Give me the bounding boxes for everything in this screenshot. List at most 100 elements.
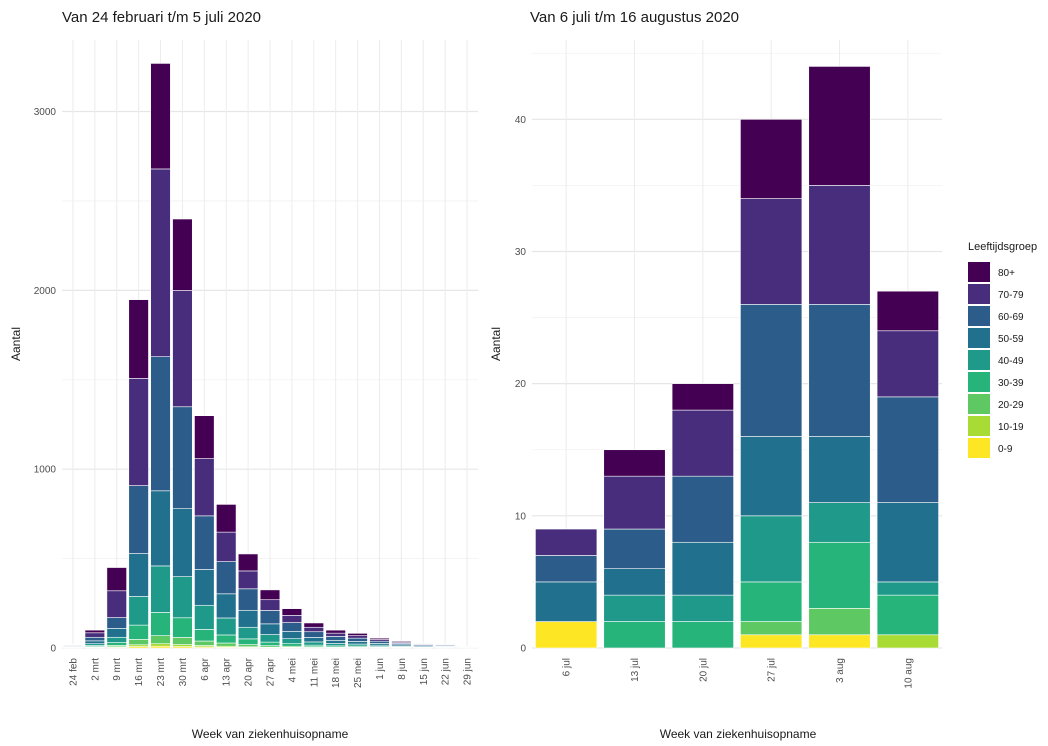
bar-segment: [808, 608, 871, 636]
bar-segment: [150, 635, 171, 645]
bar-segment: [391, 641, 412, 643]
legend-swatch: [968, 328, 990, 348]
bar-segment: [216, 634, 237, 644]
bar-segment: [172, 406, 193, 509]
bar-segment: [128, 624, 149, 640]
bar-segment: [172, 637, 193, 645]
bar-segment: [194, 415, 215, 459]
bar-segment: [259, 634, 281, 643]
right-chart: 0 10 20 30 40 6 jul 13 jul 20 jul 27 jul 3 aug 10 …: [489, 9, 942, 741]
bar-segment: [303, 622, 324, 628]
bar-segment: [106, 617, 127, 629]
chart-title: Van 6 juli t/m 16 augustus 2020: [530, 9, 739, 26]
x-tick-label: 22 jun: [441, 658, 452, 685]
bar-segment: [150, 168, 171, 357]
legend-swatch: [968, 350, 990, 370]
bar-segment: [106, 636, 127, 643]
bar-segment: [237, 644, 259, 648]
bar-segment: [808, 304, 871, 437]
x-tick-label: 4 mei: [287, 658, 298, 682]
bar-segment: [216, 561, 237, 595]
x-tick-label: 6 apr: [200, 657, 211, 680]
bar-segment: [281, 638, 303, 645]
bar-segment: [281, 608, 303, 616]
bar-segment: [281, 631, 303, 639]
bar-segment: [808, 634, 871, 649]
bar-segment: [347, 643, 368, 647]
bar-segment: [303, 631, 324, 638]
bar-segment: [876, 634, 939, 649]
bar-segment: [808, 436, 871, 503]
bar-segment: [128, 378, 149, 486]
legend-label: 50-59: [998, 334, 1024, 345]
bar-segment: [603, 621, 666, 649]
bar-segment: [216, 593, 237, 619]
x-tick-label: 1 jun: [375, 658, 386, 680]
bar-segment: [237, 638, 259, 645]
bar-segment: [237, 553, 259, 572]
bar-segment: [106, 628, 127, 638]
x-axis-title: Week van ziekenhuisopname: [660, 727, 817, 741]
bar-segment: [435, 643, 456, 645]
bar-segment: [347, 633, 368, 636]
legend-label: 40-49: [998, 356, 1024, 367]
y-tick-label: 0: [520, 644, 526, 655]
x-tick-label: 13 apr: [222, 657, 233, 686]
bar-segment: [535, 528, 598, 556]
bar-segment: [172, 218, 193, 291]
bar-segment: [84, 636, 105, 642]
legend-swatch: [968, 262, 990, 282]
bar-segment: [172, 508, 193, 577]
bar-segment: [172, 576, 193, 619]
bar-segment: [84, 632, 105, 638]
bar-segment: [671, 383, 734, 411]
legend-label: 60-69: [998, 312, 1024, 323]
bar-segment: [194, 515, 215, 570]
left-chart: 0 1000 2000 3000 24 feb 2 mrt 9 mrt 16 mrt 23 mr…: [9, 9, 478, 741]
x-tick-label: 2 mrt: [90, 658, 101, 681]
bar-segment: [106, 567, 127, 592]
bar-segment: [347, 641, 368, 645]
bar-segment: [876, 396, 939, 503]
legend-swatch: [968, 438, 990, 458]
bar-segment: [259, 589, 281, 601]
bar-segment: [671, 594, 734, 622]
bar-segment: [325, 629, 346, 634]
bar-segment: [172, 617, 193, 638]
bar-segment: [740, 621, 803, 636]
legend-swatch: [968, 372, 990, 392]
y-tick-label: 20: [515, 379, 527, 390]
bar-segment: [150, 490, 171, 567]
x-tick-label: 16 mrt: [134, 658, 145, 687]
bar-segment: [216, 504, 237, 533]
bar-segment: [740, 436, 803, 517]
legend-title: Leeftijdsgroep: [968, 241, 1037, 253]
bar-segment: [603, 528, 666, 569]
legend-swatch: [968, 416, 990, 436]
bar-segment: [281, 643, 303, 647]
bar-segment: [535, 581, 598, 622]
legend-label: 80+: [998, 268, 1015, 279]
y-tick-label: 3000: [34, 107, 57, 118]
x-tick-label: 8 jun: [397, 658, 408, 680]
bar-segment: [84, 640, 105, 645]
bar-segment: [303, 641, 324, 646]
bar-segment: [259, 599, 281, 611]
bar-segment: [740, 634, 803, 649]
bar-segment: [216, 642, 237, 647]
bar-segment: [106, 590, 127, 618]
x-tick-label: 13 jul: [630, 658, 641, 682]
bar-segment: [237, 626, 259, 640]
legend-label: 10-19: [998, 422, 1024, 433]
bar-segment: [413, 643, 434, 645]
legend: Leeftijdsgroep 80+ 70-79 60-69 50-59 40-49 30-…: [968, 241, 1037, 458]
bar-segment: [740, 515, 803, 583]
legend-swatch: [968, 284, 990, 304]
bar-segment: [671, 409, 734, 477]
y-tick-label: 1000: [34, 465, 57, 476]
bar-segment: [876, 581, 939, 596]
legend-swatch: [968, 306, 990, 326]
y-tick-label: 0: [50, 644, 56, 655]
x-tick-label: 25 mei: [353, 658, 364, 688]
